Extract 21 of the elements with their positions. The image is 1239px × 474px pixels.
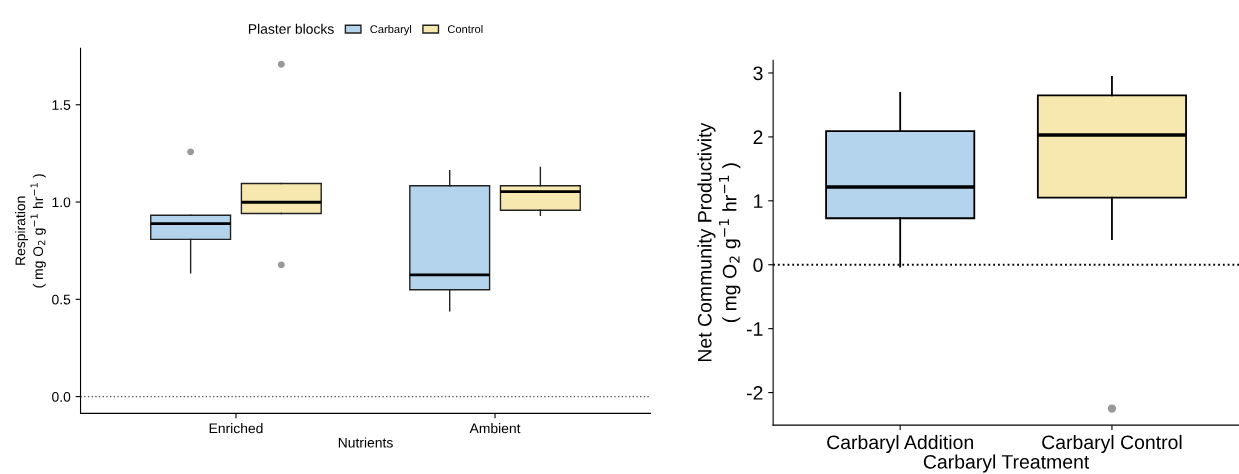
y-tick-label: -1 [746, 322, 763, 336]
y-tick-label: 0.5 [52, 294, 71, 305]
legend-label: Carbaryl [370, 24, 412, 36]
y-tick-label: 2 [753, 130, 763, 144]
x-tick-label: Enriched [209, 423, 263, 434]
y-tick-label: 1 [754, 194, 763, 208]
y-axis-title: Respiration ( mg O$_{2}$ g$^{−1}$ hr$^{−1}$ ) [15, 174, 46, 288]
y-tick-label: 1.5 [52, 100, 71, 110]
y-tick-label: 3 [753, 66, 763, 81]
x-tick-label: Ambient [469, 423, 521, 434]
x-axis-title: Nutrients [338, 437, 393, 448]
x-tick-label: Carbaryl Addition [827, 434, 973, 454]
y-tick-label: 0 [753, 258, 763, 272]
legend-label: Control [447, 24, 483, 34]
x-axis-title: Carbaryl Treatment [923, 454, 1090, 473]
x-tick-label: Carbaryl Control [1042, 434, 1182, 454]
y-tick-label: -2 [746, 386, 763, 400]
legend-title: Plaster blocks [248, 23, 334, 34]
y-axis-title: Net Community Productivity ( mg O$_{2}$ g$^{−1}$ hr$^{−1}$ ) [697, 122, 741, 362]
y-tick-label: 1.0 [52, 197, 71, 208]
y-tick-label: 0.0 [52, 391, 71, 402]
